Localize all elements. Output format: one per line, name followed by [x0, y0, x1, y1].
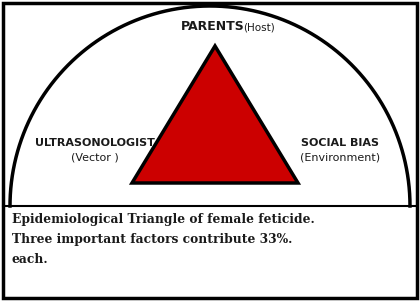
- Text: (Vector ): (Vector ): [71, 152, 119, 162]
- Text: (Host): (Host): [243, 23, 275, 33]
- Text: ULTRASONOLOGIST: ULTRASONOLOGIST: [35, 138, 155, 148]
- Text: each.: each.: [12, 253, 49, 266]
- Text: Epidemiological Triangle of female feticide.: Epidemiological Triangle of female fetic…: [12, 213, 315, 226]
- Polygon shape: [132, 46, 298, 183]
- Text: PARENTS: PARENTS: [181, 20, 245, 33]
- Text: Three important factors contribute 33%.: Three important factors contribute 33%.: [12, 233, 292, 246]
- Text: SOCIAL BIAS: SOCIAL BIAS: [301, 138, 379, 148]
- Text: (Environment): (Environment): [300, 152, 380, 162]
